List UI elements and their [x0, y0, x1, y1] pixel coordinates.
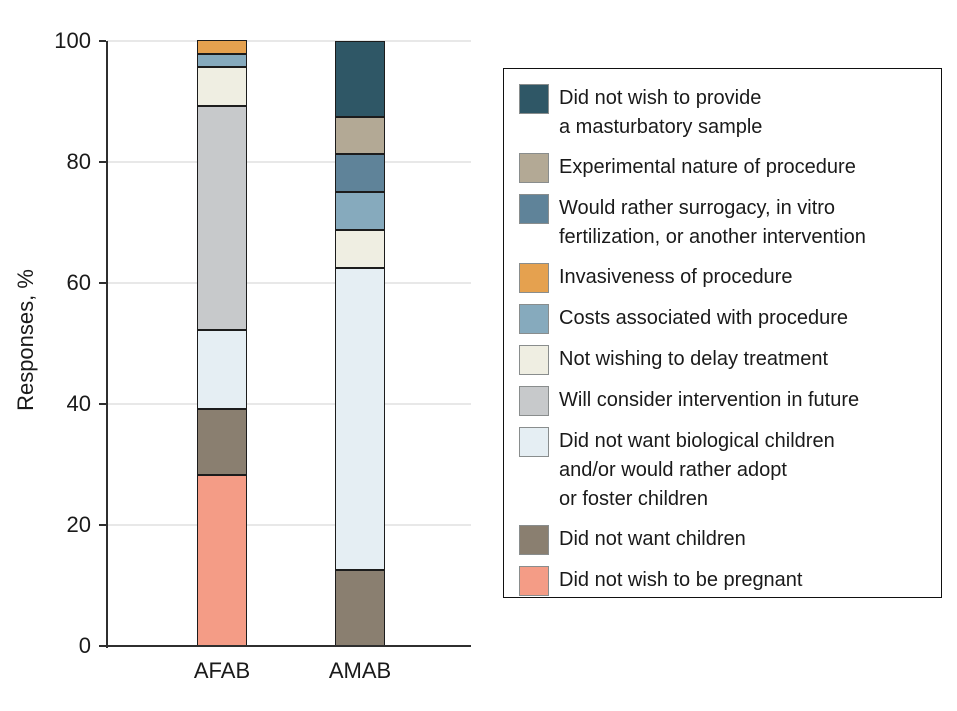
- legend-swatch-icon: [519, 153, 549, 183]
- legend-item-label: Will consider intervention in future: [559, 389, 860, 411]
- legend-item-label: Did not want biological children and/or …: [559, 430, 835, 510]
- legend-item-4: Costs associated with procedure: [519, 304, 931, 334]
- legend-item-label: Invasiveness of procedure: [559, 266, 793, 288]
- legend-swatch-icon: [519, 263, 549, 293]
- legend-item-1: Experimental nature of procedure: [519, 153, 931, 183]
- x-axis-label-afab: AFAB: [193, 658, 251, 683]
- legend-item-label: Did not want children: [559, 528, 746, 550]
- legend-swatch-icon: [519, 304, 549, 334]
- y-tick-100: [99, 40, 106, 42]
- legend-item-2: Would rather surrogacy, in vitro fertili…: [519, 194, 931, 252]
- legend-swatch-icon: [519, 386, 549, 416]
- legend-swatch-icon: [519, 194, 549, 224]
- bar-segment-afab-3: [197, 40, 247, 54]
- y-axis-line: [106, 41, 108, 648]
- bar-segment-amab-5: [335, 230, 385, 268]
- y-tick-label-0: 0: [78, 633, 91, 658]
- legend-item-label: Would rather surrogacy, in vitro fertili…: [559, 197, 866, 248]
- y-tick-label-80: 80: [66, 149, 91, 174]
- legend-item-3: Invasiveness of procedure: [519, 263, 931, 293]
- bar-segment-amab-0: [335, 41, 385, 117]
- bar-segment-afab-9: [197, 474, 247, 646]
- legend: Did not wish to provide a masturbatory s…: [503, 68, 942, 598]
- y-tick-label-40: 40: [66, 391, 91, 416]
- gridline-40: [107, 403, 471, 405]
- legend-item-5: Not wishing to delay treatment: [519, 345, 931, 375]
- bar-segment-afab-7: [197, 330, 247, 409]
- legend-item-label: Experimental nature of procedure: [559, 156, 856, 178]
- legend-item-label: Did not wish to provide a masturbatory s…: [559, 87, 763, 138]
- gridline-100: [107, 40, 471, 42]
- bar-segment-amab-7: [335, 267, 385, 571]
- legend-swatch-icon: [519, 525, 549, 555]
- legend-item-9: Did not wish to be pregnant: [519, 566, 931, 596]
- bar-segment-afab-5: [197, 67, 247, 107]
- legend-swatch-icon: [519, 345, 549, 375]
- x-axis-line: [106, 645, 471, 647]
- legend-swatch-icon: [519, 427, 549, 457]
- x-axis-label-amab: AMAB: [328, 658, 392, 683]
- legend-item-label: Costs associated with procedure: [559, 307, 849, 329]
- legend-item-7: Did not want biological children and/or …: [519, 427, 931, 514]
- legend-item-0: Did not wish to provide a masturbatory s…: [519, 84, 931, 142]
- y-tick-80: [99, 161, 106, 163]
- y-tick-label-20: 20: [66, 512, 91, 537]
- y-tick-60: [99, 282, 106, 284]
- legend-swatch-icon: [519, 84, 549, 114]
- gridline-20: [107, 524, 471, 526]
- legend-item-label: Not wishing to delay treatment: [559, 348, 829, 370]
- y-tick-20: [99, 524, 106, 526]
- legend-item-label: Did not wish to be pregnant: [559, 569, 803, 591]
- bar-segment-amab-8: [335, 570, 385, 646]
- y-tick-40: [99, 403, 106, 405]
- bar-segment-afab-8: [197, 408, 247, 475]
- bar-segment-amab-1: [335, 116, 385, 155]
- legend-swatch-icon: [519, 566, 549, 596]
- bar-segment-afab-4: [197, 53, 247, 68]
- bar-segment-afab-6: [197, 106, 247, 331]
- gridline-80: [107, 161, 471, 163]
- legend-item-6: Will consider intervention in future: [519, 386, 931, 416]
- y-tick-label-100: 100: [54, 28, 91, 53]
- legend-item-8: Did not want children: [519, 525, 931, 555]
- bar-segment-amab-4: [335, 192, 385, 231]
- gridline-60: [107, 282, 471, 284]
- bar-segment-amab-2: [335, 154, 385, 193]
- y-tick-label-60: 60: [66, 270, 91, 295]
- y-tick-0: [99, 645, 106, 647]
